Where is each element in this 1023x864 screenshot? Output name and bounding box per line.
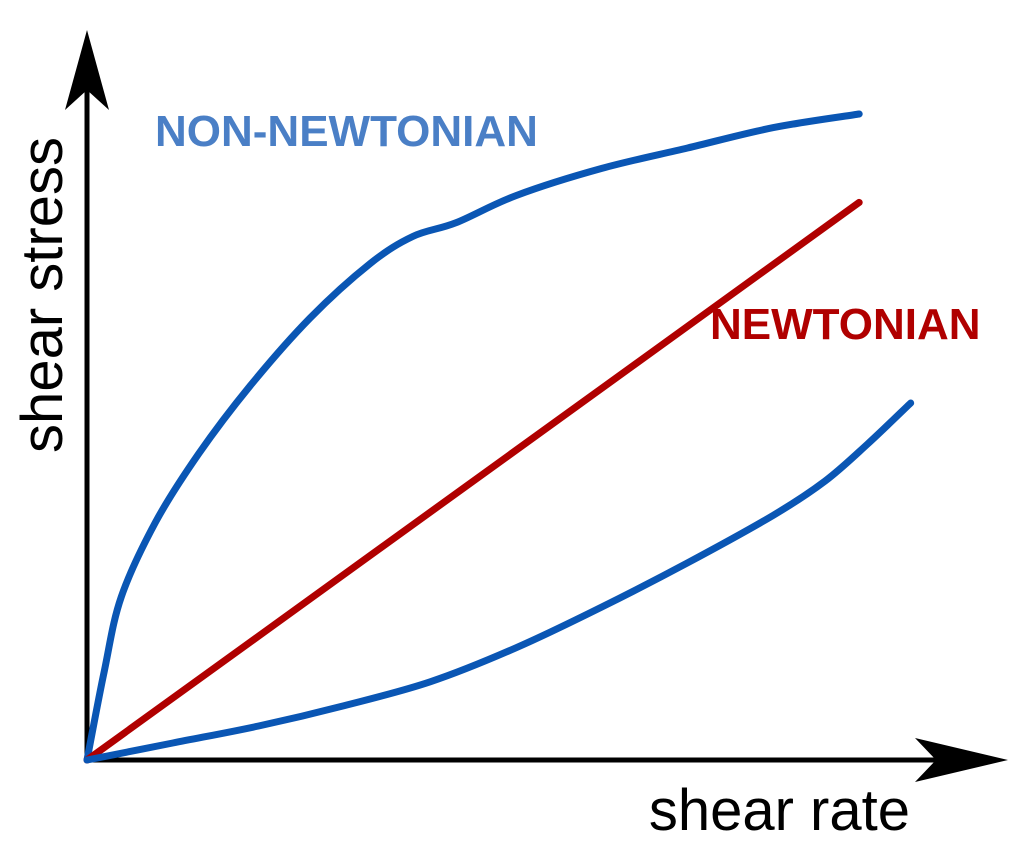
series-label-newtonian: NEWTONIAN	[710, 300, 981, 349]
y-axis-title: shear stress	[10, 137, 75, 453]
y-axis-arrowhead	[65, 30, 109, 110]
x-axis-arrowhead	[915, 738, 1008, 782]
x-axis	[85, 738, 1008, 782]
series-line-non-newtonian	[83, 110, 863, 764]
y-axis	[65, 30, 109, 762]
series-line-newtonian	[83, 198, 863, 764]
plot-lines	[83, 110, 915, 764]
x-axis-title: shear rate	[649, 778, 910, 843]
series-label-non-newtonian: NON-NEWTONIAN	[155, 107, 538, 156]
series-line-shear-thickening	[83, 399, 915, 764]
